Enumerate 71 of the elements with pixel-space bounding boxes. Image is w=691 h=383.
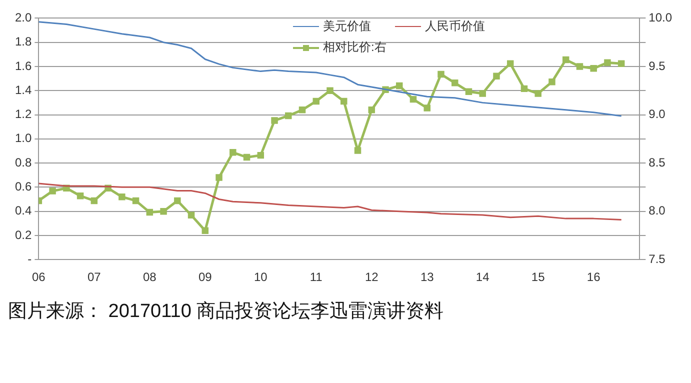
y2-tick-label: 9.0 (648, 107, 666, 122)
point (118, 193, 126, 200)
point (230, 149, 236, 156)
point (312, 98, 320, 105)
point (438, 70, 444, 78)
point (146, 208, 154, 216)
x-tick-label: 10 (254, 270, 268, 284)
point (451, 80, 458, 86)
y-tick-label: 0.6 (14, 179, 32, 194)
point (202, 227, 209, 234)
point (410, 96, 417, 103)
x-tick-label: 15 (531, 270, 546, 284)
point (396, 82, 403, 90)
point (243, 154, 250, 161)
x-tick-label: 09 (198, 270, 212, 284)
point (604, 59, 611, 66)
point (562, 56, 570, 64)
point (216, 174, 222, 181)
x-tick-label: 08 (142, 270, 157, 284)
point (368, 106, 375, 114)
y-tick-label: 1.2 (14, 107, 32, 122)
point (49, 188, 56, 194)
x-tick-label: 14 (476, 270, 490, 284)
point (590, 65, 597, 72)
legend-label: 人民币价值 (424, 18, 485, 35)
point (160, 208, 167, 215)
point (354, 147, 362, 154)
point (76, 192, 84, 200)
point (506, 60, 514, 67)
y-tick-label: 1.6 (14, 58, 32, 73)
point (576, 63, 584, 70)
point (534, 90, 542, 97)
legend-label: 美元价值 (322, 18, 371, 35)
y-tick-label: 0.2 (14, 228, 32, 242)
point (174, 197, 181, 204)
y-tick-label: 1.8 (14, 34, 32, 49)
x-tick-label: 12 (364, 270, 379, 284)
point (271, 117, 278, 124)
y-tick-label: 1.0 (14, 131, 32, 146)
y-tick-label: 2.0 (14, 10, 32, 25)
x-tick-label: 13 (420, 270, 434, 284)
y-tick-label: 1.4 (14, 82, 32, 97)
y2-tick-label: 10.0 (648, 10, 672, 25)
point (618, 60, 625, 67)
x-tick-label: 07 (87, 270, 102, 284)
point (298, 106, 306, 114)
point (285, 112, 292, 120)
y-tick-label: 0.8 (14, 155, 32, 170)
y-tick-label: 0.4 (14, 204, 32, 218)
text: 图片来源： 20170110 商品投资论坛李迅雷演讲资料 (8, 300, 445, 324)
point (132, 197, 140, 204)
point (520, 85, 528, 92)
x-tick-label: 06 (32, 270, 46, 284)
y2-tick-label: 7.5 (648, 252, 666, 266)
y-tick-label: - (28, 252, 32, 266)
point (424, 104, 430, 112)
point (188, 212, 195, 219)
point (465, 88, 472, 95)
point (90, 197, 98, 204)
x-tick-label: 11 (310, 270, 323, 284)
point (548, 78, 556, 86)
point (493, 72, 500, 80)
point (340, 98, 348, 105)
point (326, 87, 334, 94)
point (257, 152, 264, 159)
y2-tick-label: 9.5 (648, 58, 666, 73)
x-tick-label: 16 (586, 270, 601, 284)
legend-label: 相对比价:右 (322, 39, 386, 56)
point (479, 90, 486, 97)
y2-tick-label: 8.5 (648, 155, 666, 170)
y2-tick-label: 8.0 (648, 204, 666, 218)
